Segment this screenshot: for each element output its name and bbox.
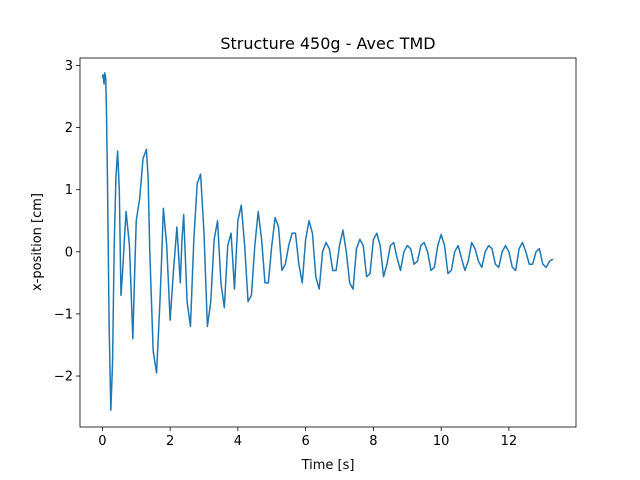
y-tick-label: 0 <box>65 245 73 260</box>
series-line <box>101 72 554 411</box>
plot-area-frame <box>79 57 577 428</box>
x-tick-label: 2 <box>166 434 174 449</box>
x-tick-label: 10 <box>433 434 450 449</box>
y-tick-label: 1 <box>65 183 73 198</box>
y-axis-label: x-position [cm] <box>30 193 45 291</box>
y-tick-label: −1 <box>54 307 73 322</box>
y-tick-label: 3 <box>65 59 73 74</box>
x-axis-label: Time [s] <box>301 458 355 473</box>
x-tick-label: 12 <box>501 434 518 449</box>
x-tick-label: 0 <box>98 434 106 449</box>
y-tick-label: 2 <box>65 121 73 136</box>
x-axis: 0 2 4 6 8 10 12 <box>98 427 517 449</box>
y-tick-label: −2 <box>54 370 73 385</box>
y-axis: −2 −1 0 1 2 3 <box>54 59 80 385</box>
x-tick-label: 8 <box>369 434 377 449</box>
chart-title: Structure 450g - Avec TMD <box>220 34 435 53</box>
x-tick-label: 4 <box>234 434 242 449</box>
x-tick-label: 6 <box>301 434 309 449</box>
